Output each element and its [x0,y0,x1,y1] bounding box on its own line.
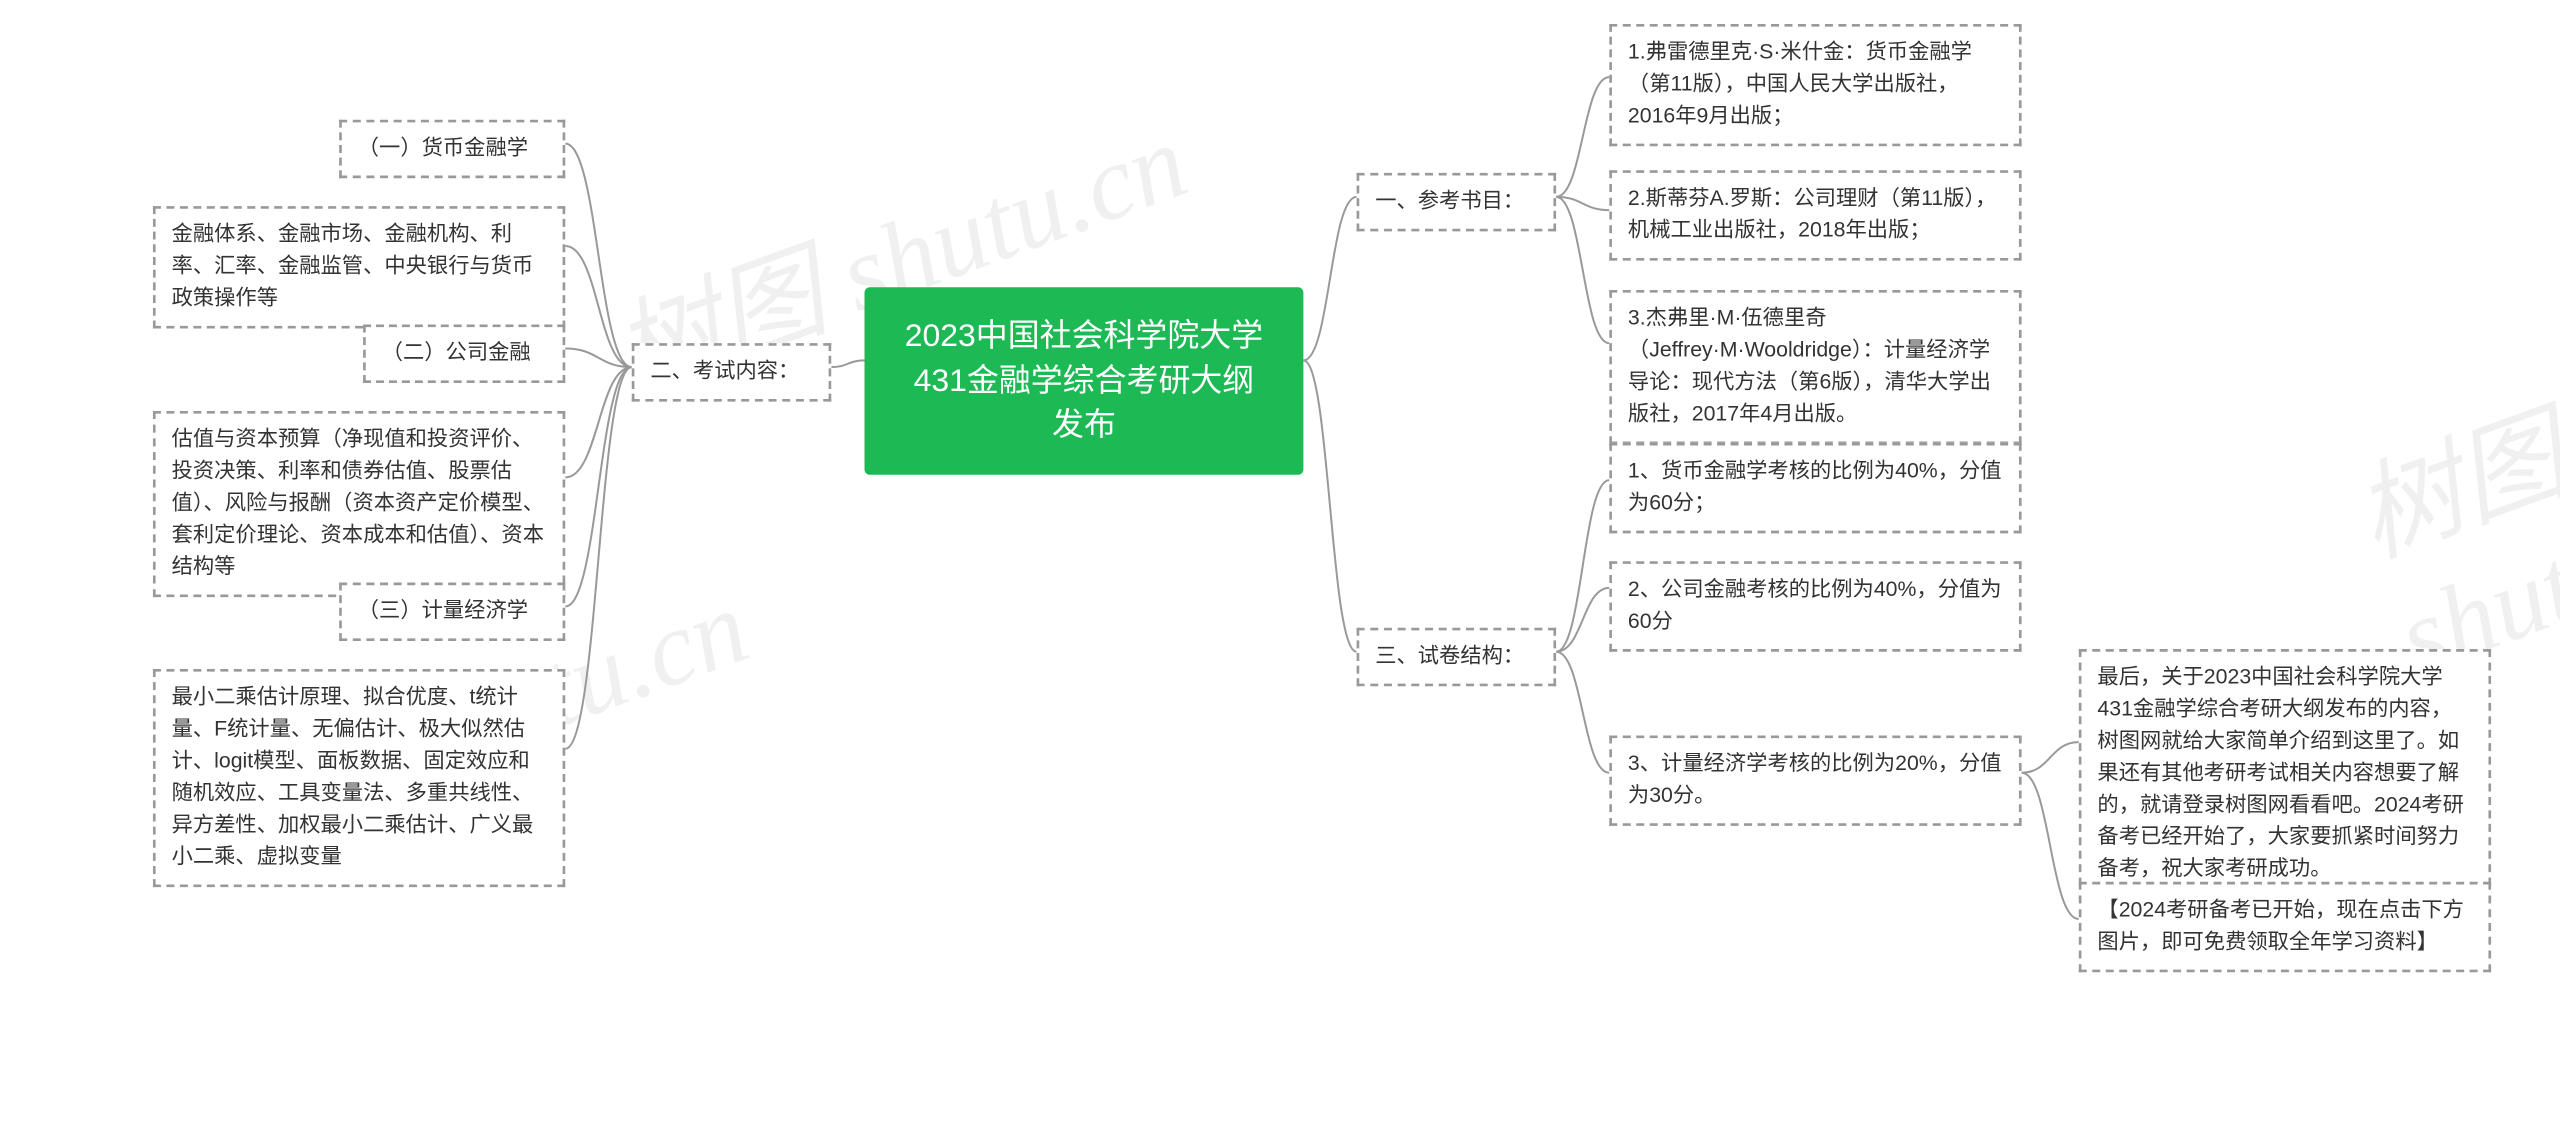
left-child-5: 最小二乘估计原理、拟合优度、t统计量、F统计量、无偏估计、极大似然估计、logi… [153,669,565,887]
left-child-1: 金融体系、金融市场、金融机构、利率、汇率、金融监管、中央银行与货币政策操作等 [153,206,565,328]
left-main: 二、考试内容： [632,343,832,402]
left-child-0: （一）货币金融学 [339,120,565,179]
right-child-0-2: 3.杰弗里·M·伍德里奇（Jeffrey·M·Wooldridge）：计量经济学… [1609,290,2021,444]
right-grandchild-1: 【2024考研备考已开始，现在点击下方图片，即可免费领取全年学习资料】 [2079,882,2491,972]
right-child-1-0: 1、货币金融学考核的比例为40%，分值为60分； [1609,443,2021,533]
center-node: 2023中国社会科学院大学431金融学综合考研大纲发布 [865,287,1304,474]
right-main-0: 一、参考书目： [1357,173,1557,232]
right-child-0-0: 1.弗雷德里克·S·米什金：货币金融学（第11版），中国人民大学出版社，2016… [1609,24,2021,146]
left-child-2: （二）公司金融 [363,325,565,384]
right-child-1-2: 3、计量经济学考核的比例为20%，分值为30分。 [1609,735,2021,825]
right-child-0-1: 2.斯蒂芬A.罗斯：公司理财（第11版），机械工业出版社，2018年出版； [1609,170,2021,260]
right-main-1: 三、试卷结构： [1357,628,1557,687]
right-child-1-1: 2、公司金融考核的比例为40%，分值为60分 [1609,561,2021,651]
watermark: 树图 shutu.cn [2331,320,2560,701]
left-child-4: （三）计量经济学 [339,583,565,642]
left-child-3: 估值与资本预算（净现值和投资评价、投资决策、利率和债券估值、股票估值）、风险与报… [153,411,565,597]
right-grandchild-0: 最后，关于2023中国社会科学院大学431金融学综合考研大纲发布的内容，树图网就… [2079,649,2491,899]
